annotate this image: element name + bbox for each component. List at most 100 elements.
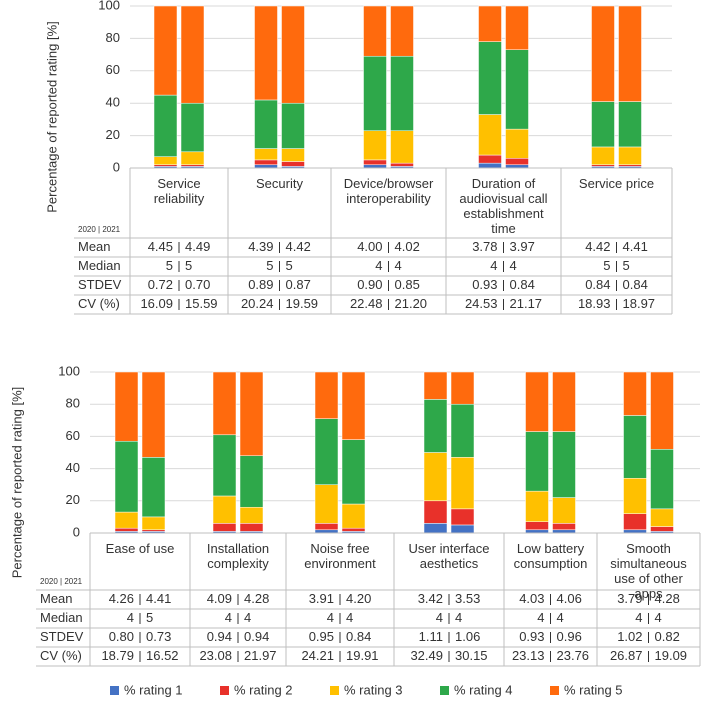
bar-segment bbox=[114, 511, 139, 529]
y-tick-label: 80 bbox=[66, 396, 80, 411]
table-value: 0.93 bbox=[519, 629, 544, 644]
row-label: STDEV bbox=[40, 629, 84, 644]
table-value: 4.26 bbox=[109, 591, 134, 606]
bar-segment bbox=[478, 162, 502, 169]
table-value: 4 bbox=[510, 258, 517, 273]
table-value: 0.72 bbox=[148, 277, 173, 292]
table-value: 4 bbox=[490, 258, 497, 273]
table-value: 4 bbox=[127, 610, 134, 625]
table-value: 23.13 bbox=[512, 648, 545, 663]
table-value: 0.94 bbox=[244, 629, 269, 644]
row-label: STDEV bbox=[78, 277, 122, 292]
bar-segment bbox=[478, 41, 502, 115]
table-value: 4.41 bbox=[623, 239, 648, 254]
table-value: 1.06 bbox=[455, 629, 480, 644]
category-label: Duration of audiovisual call establishme… bbox=[459, 176, 548, 236]
category-label: Security bbox=[256, 176, 303, 191]
bar-segment bbox=[254, 159, 278, 166]
bar-segment bbox=[114, 440, 139, 513]
year-label: 2020 | 2021 bbox=[40, 577, 83, 586]
table-value: 0.93 bbox=[472, 277, 497, 292]
category-label: Device/browser interoperability bbox=[343, 176, 434, 206]
bar-segment bbox=[254, 5, 278, 101]
bar-segment bbox=[525, 521, 549, 531]
bar-segment bbox=[591, 146, 615, 166]
bar-segment bbox=[390, 55, 414, 131]
bar-segment bbox=[212, 523, 237, 532]
table-value: 19.09 bbox=[655, 648, 688, 663]
bar-segment bbox=[212, 371, 237, 436]
table-value: 4.03 bbox=[519, 591, 544, 606]
table-value: 4.28 bbox=[244, 591, 269, 606]
bar-segment bbox=[591, 5, 615, 102]
bar-segment bbox=[153, 156, 178, 166]
legend-label: % rating 1 bbox=[124, 682, 183, 697]
legend-swatch bbox=[440, 686, 449, 695]
table-value: 5 bbox=[166, 258, 173, 273]
legend-swatch bbox=[220, 686, 229, 695]
bar-segment bbox=[423, 500, 448, 524]
bar-segment bbox=[478, 114, 502, 156]
bar-segment bbox=[478, 154, 502, 164]
y-tick-label: 40 bbox=[66, 460, 80, 475]
legend-swatch bbox=[110, 686, 119, 695]
bar-segment bbox=[505, 128, 529, 159]
table-value: 4 bbox=[655, 610, 662, 625]
bar-segment bbox=[212, 495, 237, 524]
table-value: 4 bbox=[537, 610, 544, 625]
table-value: 4 bbox=[635, 610, 642, 625]
bar-segment bbox=[114, 371, 139, 442]
legend-label: % rating 2 bbox=[234, 682, 293, 697]
table-value: 0.84 bbox=[623, 277, 648, 292]
table-value: 4.06 bbox=[557, 591, 582, 606]
table-value: 5 bbox=[146, 610, 153, 625]
table-value: 3.42 bbox=[418, 591, 443, 606]
table-value: 0.95 bbox=[309, 629, 334, 644]
table-value: 26.87 bbox=[610, 648, 643, 663]
table-value: 5 bbox=[185, 258, 192, 273]
bar-segment bbox=[525, 371, 549, 432]
category-label: Smooth simultaneous use of other apps bbox=[610, 541, 687, 601]
bar-segment bbox=[591, 101, 615, 148]
bar-segment bbox=[478, 5, 502, 42]
bar-segment bbox=[363, 5, 387, 57]
bar-segment bbox=[650, 449, 674, 510]
bar-segment bbox=[141, 516, 166, 531]
table-value: 24.21 bbox=[301, 648, 334, 663]
bar-segment bbox=[180, 5, 205, 104]
bar-segment bbox=[314, 523, 339, 531]
table-value: 4.28 bbox=[655, 591, 680, 606]
bar-segment bbox=[281, 5, 305, 104]
table-value: 22.48 bbox=[350, 296, 383, 311]
bar-segment bbox=[423, 452, 448, 502]
bar-segment bbox=[623, 371, 647, 416]
row-label: Mean bbox=[40, 591, 73, 606]
bar-segment bbox=[552, 497, 576, 524]
bar-segment bbox=[450, 403, 475, 458]
table-value: 0.89 bbox=[248, 277, 273, 292]
bar-segment bbox=[423, 399, 448, 453]
bar-segment bbox=[114, 527, 139, 532]
category-label: Ease of use bbox=[105, 541, 175, 556]
y-tick-label: 60 bbox=[106, 62, 120, 77]
row-label: CV (%) bbox=[40, 648, 82, 663]
table-value: 4.45 bbox=[148, 239, 173, 254]
table-value: 5 bbox=[603, 258, 610, 273]
bar-segment bbox=[341, 439, 366, 505]
table-value: 4.42 bbox=[286, 239, 311, 254]
table-value: 0.80 bbox=[109, 629, 134, 644]
bar-segment bbox=[450, 508, 475, 526]
row-label: Median bbox=[78, 258, 121, 273]
table-value: 4 bbox=[455, 610, 462, 625]
table-value: 0.70 bbox=[185, 277, 210, 292]
table-value: 1.02 bbox=[617, 629, 642, 644]
table-value: 4 bbox=[557, 610, 564, 625]
bar-segment bbox=[281, 161, 305, 167]
bar-segment bbox=[623, 415, 647, 479]
table-value: 20.24 bbox=[241, 296, 274, 311]
row-label: Median bbox=[40, 610, 83, 625]
bar-segment bbox=[525, 490, 549, 522]
category-label: Noise free environment bbox=[304, 541, 376, 571]
bar-segment bbox=[341, 503, 366, 529]
